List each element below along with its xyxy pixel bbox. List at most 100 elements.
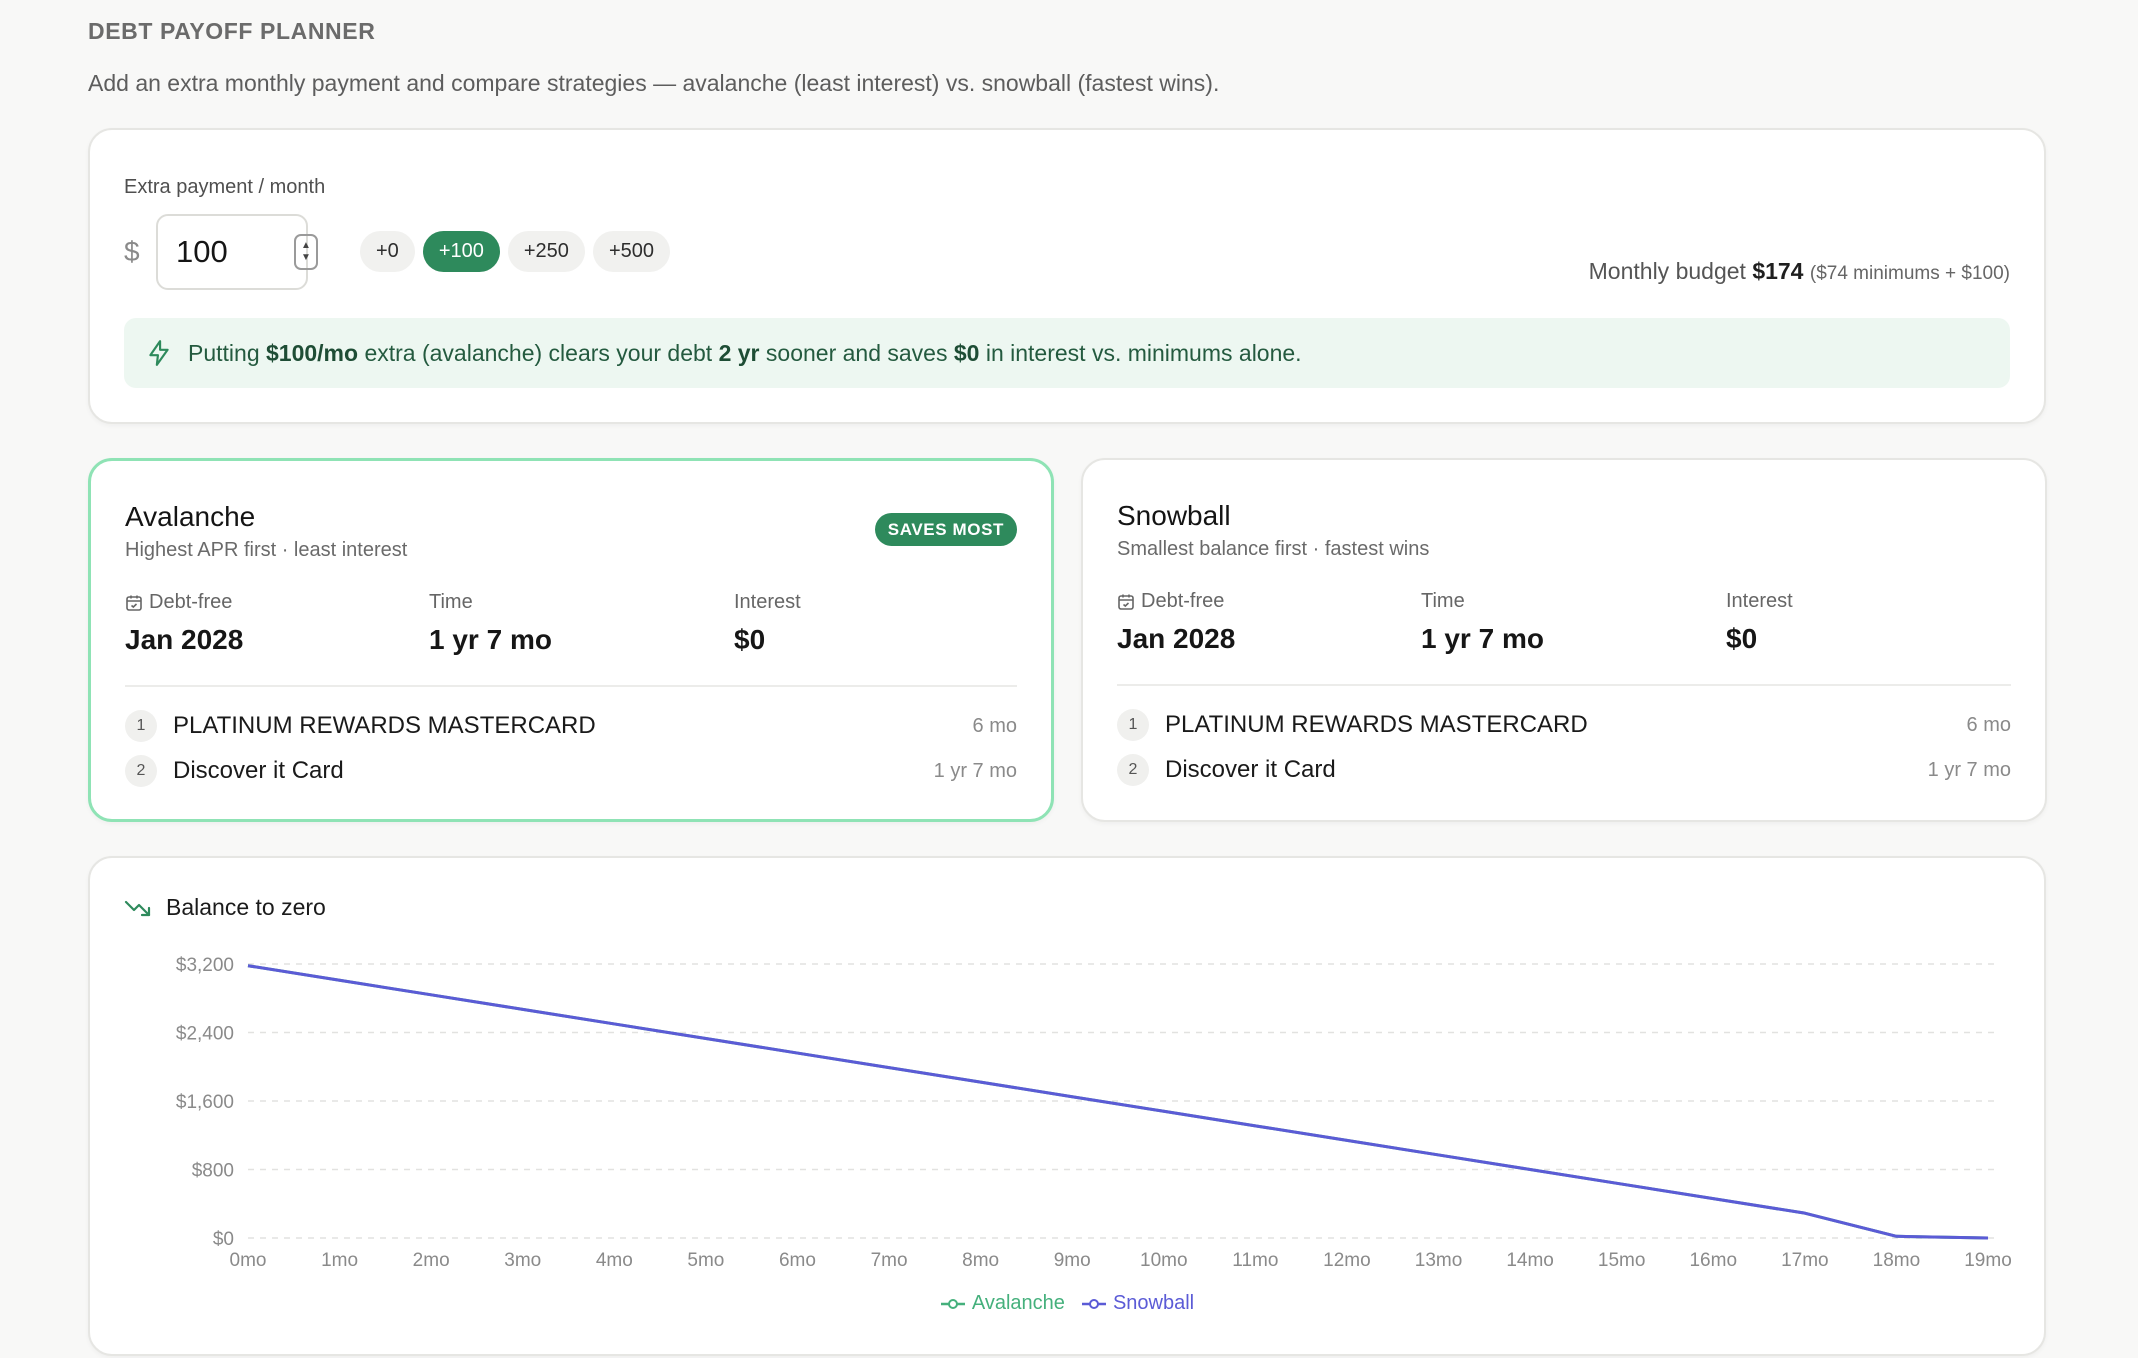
x-tick-label: 19mo [1964, 1250, 2012, 1271]
snowball-card[interactable]: Snowball Smallest balance first · fastes… [1081, 458, 2047, 822]
chip-plus-0[interactable]: +0 [360, 231, 415, 272]
extra-payment-input[interactable] [156, 214, 308, 290]
banner-savings: $0 [953, 339, 980, 366]
chevron-up-icon[interactable]: ▲ [301, 240, 311, 251]
order-number: 1 [1117, 709, 1149, 741]
list-item: 1 PLATINUM REWARDS MASTERCARD 6 mo [125, 709, 1017, 743]
debt-name: Discover it Card [1165, 756, 1336, 783]
debt-free-value: Jan 2028 [1117, 623, 1236, 654]
x-tick-label: 7mo [871, 1250, 908, 1271]
page-title: DEBT PAYOFF PLANNER [88, 18, 376, 44]
order-number: 1 [125, 710, 157, 742]
legend-label: Snowball [1112, 1292, 1195, 1314]
legend-line-icon [940, 1298, 965, 1309]
debt-payoff-time: 1 yr 7 mo [933, 759, 1017, 782]
budget-value: $174 [1752, 258, 1804, 284]
x-tick-label: 17mo [1781, 1250, 1829, 1271]
debt-name: PLATINUM REWARDS MASTERCARD [1165, 711, 1588, 738]
order-number: 2 [1117, 754, 1149, 786]
x-tick-label: 5mo [687, 1250, 724, 1271]
interest-stat: Interest $0 [1726, 590, 1793, 655]
strategy-desc: Highest APR first · least interest [125, 539, 408, 561]
time-label: Time [429, 591, 473, 613]
balance-chart: $0 $800 $1,600 $2,400 $3,200 0mo 1mo 2mo 3mo 4mo 5… [176, 955, 2012, 1271]
budget-label: Monthly budget [1588, 258, 1746, 284]
balance-chart-card: $0 $800 $1,600 $2,400 $3,200 0mo 1mo 2mo 3mo 4mo 5… [88, 856, 2046, 1356]
x-tick-label: 2mo [413, 1250, 450, 1271]
banner-text-4: in interest vs. minimums alone. [979, 339, 1302, 366]
banner-text-1: Putting [188, 339, 266, 366]
extra-payment-label: Extra payment / month [124, 176, 326, 198]
lightning-icon [149, 340, 169, 366]
savings-banner: Putting $100/mo extra (avalanche) clears… [124, 318, 2010, 388]
debt-payoff-time: 6 mo [972, 714, 1017, 737]
interest-label: Interest [734, 591, 801, 613]
strategy-name: Snowball [1117, 500, 1231, 531]
y-tick-label: $0 [213, 1229, 234, 1250]
list-item: 2 Discover it Card 1 yr 7 mo [1117, 753, 2011, 787]
interest-value: $0 [734, 624, 766, 655]
calendar-icon [126, 595, 142, 611]
x-tick-label: 16mo [1689, 1250, 1737, 1271]
x-tick-label: 14mo [1506, 1250, 1554, 1271]
saves-most-badge: SAVES MOST [874, 513, 1017, 546]
order-number: 2 [125, 755, 157, 787]
debt-free-stat: Debt-free Jan 2028 [125, 591, 243, 656]
legend-snowball[interactable]: Snowball [1081, 1292, 1194, 1315]
y-tick-label: $3,200 [176, 955, 234, 976]
time-value: 1 yr 7 mo [429, 624, 552, 655]
banner-text-3: sooner and saves [759, 339, 954, 366]
chevron-down-icon[interactable]: ▼ [301, 252, 311, 263]
debt-free-stat: Debt-free Jan 2028 [1117, 590, 1235, 655]
chart-title: Balance to zero [166, 894, 326, 920]
chart-title-row: Balance to zero [124, 894, 326, 921]
list-item: 1 PLATINUM REWARDS MASTERCARD 6 mo [1117, 708, 2011, 742]
budget-detail: ($74 minimums + $100) [1809, 263, 2010, 284]
avalanche-card[interactable]: Avalanche Highest APR first · least inte… [88, 458, 1054, 822]
time-stat: Time 1 yr 7 mo [1421, 590, 1544, 655]
x-tick-label: 13mo [1415, 1250, 1463, 1271]
interest-stat: Interest $0 [734, 591, 801, 656]
debt-free-label: Debt-free [149, 591, 233, 613]
x-tick-label: 3mo [504, 1250, 541, 1271]
x-tick-label: 10mo [1140, 1250, 1188, 1271]
chip-plus-250[interactable]: +250 [507, 231, 585, 272]
x-tick-label: 8mo [962, 1250, 999, 1271]
debt-free-label: Debt-free [1141, 590, 1225, 612]
preset-chips: +0 +100 +250 +500 [360, 231, 670, 272]
x-tick-label: 0mo [230, 1250, 267, 1271]
time-value: 1 yr 7 mo [1421, 623, 1544, 654]
y-tick-label: $2,400 [176, 1024, 234, 1045]
trending-down-icon [124, 900, 151, 916]
chip-plus-500[interactable]: +500 [592, 231, 670, 272]
interest-value: $0 [1726, 623, 1758, 654]
x-tick-label: 4mo [596, 1250, 633, 1271]
legend-label: Avalanche [971, 1292, 1065, 1314]
legend-avalanche[interactable]: Avalanche [940, 1292, 1065, 1315]
strategy-name: Avalanche [125, 501, 256, 532]
y-tick-label: $1,600 [176, 1092, 234, 1113]
banner-years: 2 yr [718, 339, 760, 366]
y-tick-label: $800 [192, 1161, 234, 1182]
x-tick-label: 1mo [321, 1250, 358, 1271]
x-tick-label: 18mo [1873, 1250, 1921, 1271]
debt-name: Discover it Card [173, 757, 344, 784]
debt-name: PLATINUM REWARDS MASTERCARD [173, 712, 596, 739]
divider [1117, 684, 2011, 686]
x-tick-label: 12mo [1323, 1250, 1371, 1271]
x-tick-label: 6mo [779, 1250, 816, 1271]
chip-plus-100[interactable]: +100 [422, 231, 500, 272]
series-line-snowball [247, 964, 1989, 1240]
calendar-icon [1118, 594, 1134, 610]
currency-symbol: $ [124, 236, 140, 267]
divider [125, 685, 1017, 687]
x-tick-label: 15mo [1598, 1250, 1646, 1271]
legend-line-icon [1081, 1298, 1106, 1309]
banner-text-2: extra (avalanche) clears your debt [358, 339, 719, 366]
page-subtitle: Add an extra monthly payment and compare… [88, 70, 1220, 96]
x-tick-label: 9mo [1054, 1250, 1091, 1271]
debt-free-value: Jan 2028 [125, 624, 244, 655]
stepper-icon[interactable]: ▲ ▼ [294, 234, 318, 270]
strategy-desc: Smallest balance first · fastest wins [1117, 538, 1430, 560]
interest-label: Interest [1726, 590, 1793, 612]
